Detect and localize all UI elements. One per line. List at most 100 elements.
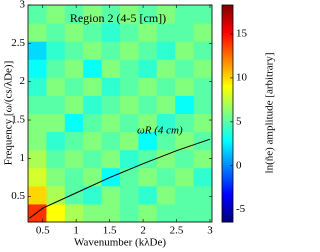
- colorbar-swatch: [222, 102, 233, 106]
- cell: [83, 59, 103, 78]
- cell: [28, 23, 47, 42]
- colorbar-swatch: [222, 63, 233, 67]
- cell: [46, 203, 66, 223]
- cell: [175, 149, 195, 169]
- colorbar-swatch: [222, 206, 233, 210]
- cell: [156, 77, 176, 96]
- colorbar-swatch: [222, 98, 233, 101]
- colorbar-swatch: [222, 174, 233, 177]
- cell: [28, 77, 47, 96]
- cell: [175, 23, 195, 42]
- x-axis-label: Wavenumber (kλDe): [74, 237, 166, 249]
- cell: [46, 5, 66, 24]
- colorbar-swatch: [222, 143, 233, 147]
- cell: [83, 167, 103, 187]
- colorbar-swatch: [222, 78, 233, 82]
- cell: [138, 131, 158, 151]
- cell: [138, 167, 158, 187]
- colorbar-swatch: [222, 163, 233, 167]
- colorbar-swatch: [222, 5, 233, 8]
- colorbar-swatch: [222, 109, 233, 112]
- cell: [120, 41, 139, 60]
- colorbar-swatch: [222, 126, 233, 130]
- cell: [64, 59, 84, 78]
- cell: [193, 5, 213, 24]
- cell: [83, 5, 103, 24]
- colorbar-tick-label: 15: [236, 28, 248, 40]
- cell: [193, 167, 213, 187]
- colorbar-swatch: [222, 9, 233, 13]
- cell: [193, 131, 213, 151]
- colorbar-swatch: [222, 200, 233, 203]
- cell: [120, 77, 139, 96]
- x-tick-label: 0.5: [36, 225, 50, 237]
- cell: [193, 41, 213, 60]
- cell: [193, 113, 213, 133]
- cell: [64, 77, 84, 96]
- colorbar-swatch: [222, 211, 233, 214]
- colorbar-swatch: [222, 28, 233, 32]
- cell: [156, 185, 176, 205]
- cell: [101, 41, 121, 60]
- colorbar-swatch: [222, 178, 233, 182]
- cell: [175, 131, 195, 151]
- cell: [83, 41, 103, 60]
- cell: [28, 95, 47, 114]
- colorbar-swatch: [222, 65, 233, 69]
- colorbar-swatch: [222, 18, 233, 21]
- cell: [101, 77, 121, 96]
- cell: [28, 41, 47, 60]
- cell: [175, 113, 195, 133]
- colorbar-swatch: [222, 172, 233, 175]
- colorbar-swatch: [222, 20, 233, 23]
- cell: [156, 5, 176, 24]
- colorbar-swatch: [222, 133, 233, 136]
- colorbar-swatch: [222, 156, 233, 160]
- colorbar-swatch: [222, 195, 233, 199]
- colorbar-swatch: [222, 219, 233, 223]
- colorbar-swatch: [222, 76, 233, 80]
- colorbar-swatch: [222, 61, 233, 65]
- y-tick-label: 0.5: [11, 190, 25, 202]
- colorbar-swatch: [222, 217, 233, 221]
- colorbar-swatch: [222, 24, 233, 28]
- cell: [101, 203, 121, 223]
- colorbar-swatch: [222, 122, 233, 125]
- colorbar-swatch: [222, 130, 233, 134]
- cell: [28, 5, 47, 24]
- cell: [175, 59, 195, 78]
- cell: [101, 95, 121, 114]
- cell: [156, 113, 176, 133]
- colorbar-swatch: [222, 11, 233, 15]
- cell: [28, 167, 47, 187]
- cell: [64, 185, 84, 205]
- colorbar-swatch: [222, 150, 233, 154]
- cell: [193, 59, 213, 78]
- colorbar-swatch: [222, 146, 233, 149]
- colorbar-swatch: [222, 7, 233, 10]
- colorbar-swatch: [222, 50, 233, 54]
- cell: [101, 149, 121, 169]
- colorbar-swatch: [222, 106, 233, 110]
- cell: [83, 185, 103, 205]
- colorbar-swatch: [222, 33, 233, 36]
- cell: [83, 23, 103, 42]
- cell: [83, 113, 103, 133]
- cell: [46, 131, 66, 151]
- colorbar-label: ln(ñe) amplitude [arbitrary]: [264, 53, 276, 174]
- cell: [156, 203, 176, 223]
- colorbar-swatch: [222, 185, 233, 188]
- y-tick-label: 2.5: [11, 37, 25, 49]
- cell: [101, 113, 121, 133]
- cell: [120, 185, 139, 205]
- chart: Wavenumber (kλDe) Frequency [ω/(cs/λDe)]…: [3, 0, 276, 249]
- colorbar-swatch: [222, 182, 233, 186]
- cell: [156, 131, 176, 151]
- colorbar-swatch: [222, 80, 233, 84]
- colorbar-swatch: [222, 135, 233, 138]
- colorbar-swatch: [222, 202, 233, 206]
- colorbar-swatch: [222, 215, 233, 219]
- cell: [138, 203, 158, 223]
- cell: [46, 77, 66, 96]
- colorbar-swatch: [222, 139, 233, 143]
